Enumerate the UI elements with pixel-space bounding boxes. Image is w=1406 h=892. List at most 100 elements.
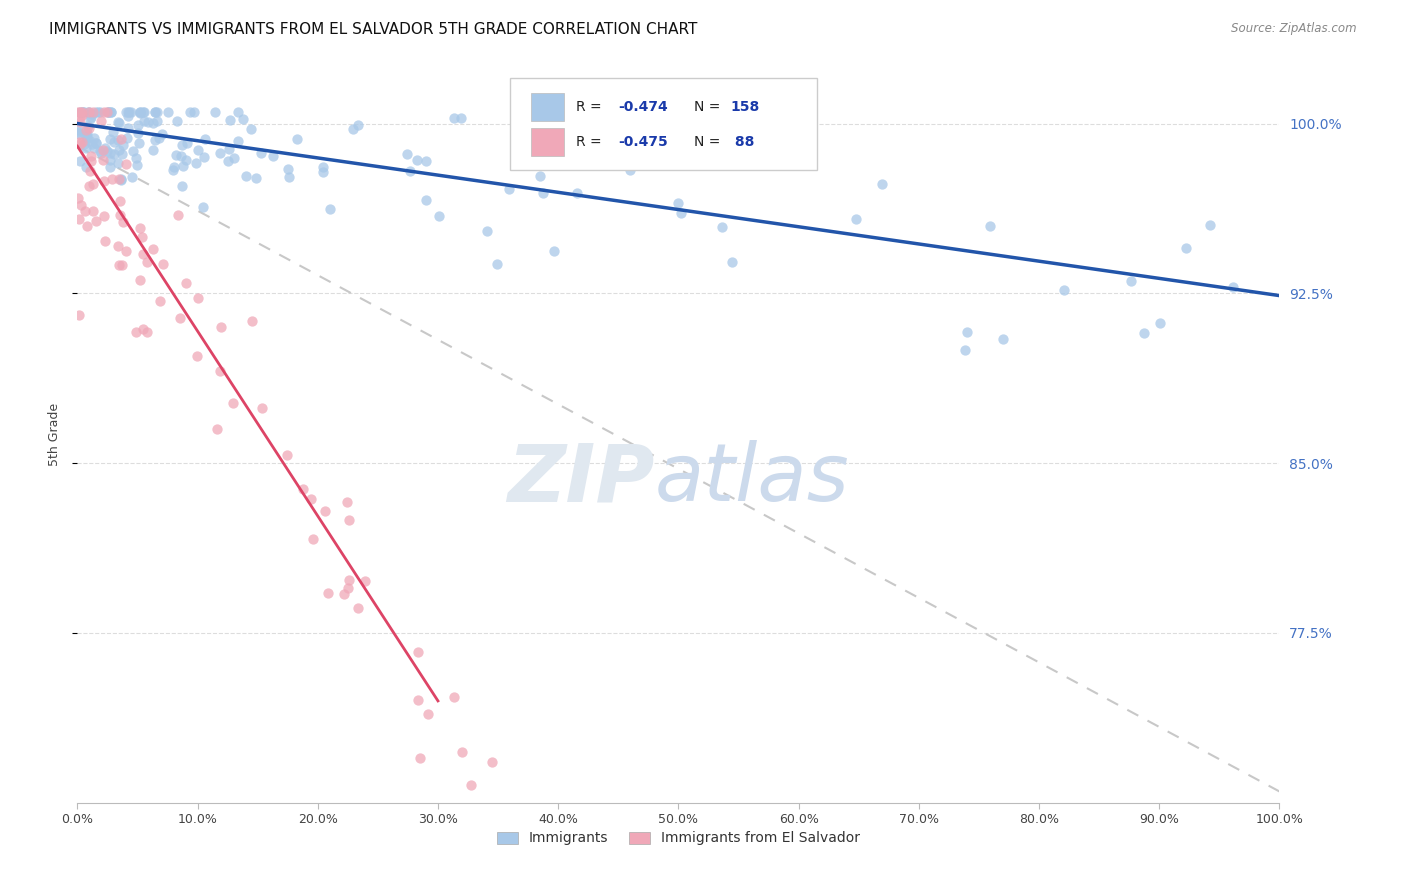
Point (121, 105, 143, 120)
FancyBboxPatch shape (530, 128, 564, 156)
Point (208, 146, 231, 161)
Point (235, 169, 257, 184)
Point (128, 221, 150, 235)
Point (110, 173, 132, 187)
Point (100, 105, 122, 120)
Legend: Immigrants, Immigrants from El Salvador: Immigrants, Immigrants from El Salvador (491, 826, 866, 851)
Point (301, 532, 323, 546)
Point (179, 105, 201, 120)
Point (1222, 280, 1244, 294)
Point (336, 494, 359, 508)
Point (69, 136, 91, 151)
Point (77, 105, 100, 120)
Point (76, 126, 98, 140)
Point (69, 154, 91, 169)
Point (108, 258, 131, 272)
Point (79, 112, 101, 127)
Point (70, 105, 93, 120)
Point (108, 172, 131, 186)
Point (66, 125, 89, 139)
Point (93, 209, 115, 223)
Text: Source: ZipAtlas.com: Source: ZipAtlas.com (1232, 22, 1357, 36)
Point (96, 105, 118, 120)
Point (406, 153, 429, 167)
Text: R =: R = (576, 135, 606, 149)
Point (107, 239, 129, 253)
Point (146, 114, 169, 128)
Point (342, 121, 364, 136)
Point (108, 116, 131, 130)
Point (176, 136, 198, 151)
Point (443, 111, 465, 125)
Point (67, 212, 90, 227)
Point (1175, 242, 1198, 256)
Point (66, 105, 89, 120)
Point (409, 751, 432, 765)
Point (204, 105, 226, 120)
Point (135, 255, 157, 269)
Point (170, 149, 193, 163)
Point (395, 146, 418, 161)
Point (354, 574, 377, 589)
Point (82, 204, 104, 219)
Point (262, 149, 284, 163)
Point (416, 707, 439, 722)
Point (70, 105, 93, 120)
Point (142, 143, 165, 157)
Text: N =: N = (695, 135, 724, 149)
Point (162, 163, 184, 178)
Point (146, 105, 169, 120)
Point (121, 169, 143, 184)
Point (710, 220, 733, 235)
Point (170, 178, 193, 193)
Point (135, 325, 157, 339)
Point (475, 224, 498, 238)
Point (1053, 283, 1076, 297)
Point (207, 422, 229, 436)
Point (117, 109, 139, 123)
Point (79, 163, 101, 178)
Point (347, 601, 370, 615)
Point (82, 105, 104, 120)
Point (77, 105, 100, 120)
Point (69, 110, 91, 124)
Point (292, 482, 315, 496)
Point (93, 105, 115, 120)
Point (337, 573, 360, 587)
Point (82, 107, 104, 121)
Point (72, 105, 94, 120)
Point (93, 174, 115, 188)
Point (346, 118, 368, 132)
Point (77, 121, 100, 136)
Point (76, 219, 98, 233)
Point (114, 157, 136, 171)
Point (76, 129, 98, 144)
Point (169, 311, 191, 326)
Text: -0.474: -0.474 (619, 100, 668, 113)
Point (125, 326, 148, 340)
Text: 158: 158 (730, 100, 759, 113)
Point (129, 105, 152, 120)
Point (83, 131, 105, 145)
Point (443, 690, 465, 705)
Point (75, 161, 97, 175)
Point (77, 119, 100, 133)
Point (72, 105, 94, 120)
Point (96, 145, 118, 159)
Point (165, 148, 187, 162)
Point (97, 105, 120, 120)
Point (80, 149, 103, 163)
Point (69, 198, 91, 212)
Point (98, 132, 121, 146)
Point (67, 127, 90, 141)
Point (114, 105, 136, 120)
Point (79, 134, 101, 148)
Point (979, 219, 1001, 234)
Point (70, 108, 93, 122)
Point (69, 115, 91, 129)
Point (845, 211, 868, 226)
Point (332, 587, 354, 601)
Point (131, 246, 153, 260)
Point (142, 242, 165, 256)
Point (91, 153, 114, 167)
